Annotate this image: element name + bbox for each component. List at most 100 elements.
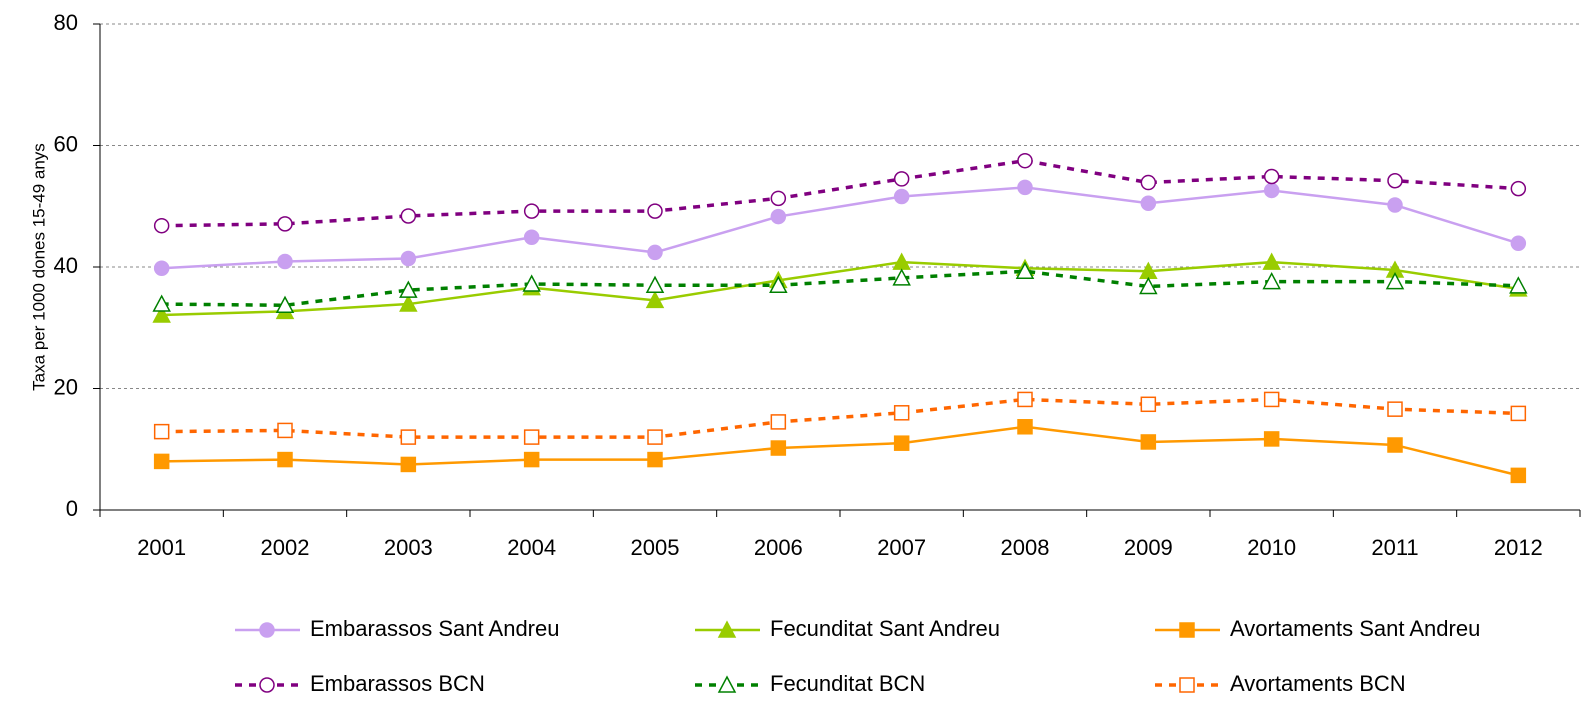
point bbox=[647, 451, 663, 468]
point bbox=[770, 440, 787, 456]
point bbox=[1263, 391, 1280, 408]
x-tick-label: 2012 bbox=[1494, 535, 1543, 560]
point bbox=[523, 229, 540, 245]
point bbox=[275, 295, 295, 314]
y-axis-label: Taxa per 1000 dones 15-49 anys bbox=[29, 143, 48, 391]
point bbox=[1017, 152, 1033, 169]
point bbox=[1140, 174, 1157, 191]
series-line bbox=[161, 158, 1519, 228]
legend-marker bbox=[1179, 622, 1195, 638]
point bbox=[522, 274, 541, 292]
point bbox=[1510, 235, 1527, 252]
point bbox=[1510, 180, 1527, 197]
x-tick-label: 2007 bbox=[877, 535, 926, 560]
x-tick-label: 2009 bbox=[1124, 535, 1173, 560]
point bbox=[1140, 434, 1157, 450]
point bbox=[770, 208, 787, 225]
point bbox=[523, 429, 540, 445]
legend-label: Fecunditat BCN bbox=[770, 671, 925, 696]
legend-label: Fecunditat Sant Andreu bbox=[770, 616, 1000, 641]
point bbox=[523, 203, 540, 219]
series-line bbox=[161, 260, 1519, 317]
point bbox=[647, 244, 663, 261]
point bbox=[400, 208, 417, 224]
point bbox=[153, 260, 170, 276]
point bbox=[1263, 431, 1280, 447]
point bbox=[153, 423, 170, 440]
x-tick-label: 2011 bbox=[1371, 535, 1418, 560]
point bbox=[1387, 437, 1403, 453]
point bbox=[893, 171, 910, 187]
point bbox=[1509, 276, 1528, 294]
point bbox=[277, 451, 293, 468]
point bbox=[400, 250, 417, 267]
point bbox=[647, 203, 663, 219]
point bbox=[1510, 405, 1527, 422]
point bbox=[277, 216, 293, 232]
point bbox=[523, 451, 540, 468]
point bbox=[1263, 168, 1280, 185]
x-tick-label: 2001 bbox=[137, 535, 186, 560]
point bbox=[400, 429, 417, 445]
point bbox=[893, 405, 910, 421]
point bbox=[1510, 467, 1527, 484]
point bbox=[1262, 271, 1281, 290]
x-tick-label: 2008 bbox=[1001, 535, 1050, 560]
point bbox=[892, 268, 911, 286]
point bbox=[1139, 276, 1158, 295]
point bbox=[645, 275, 665, 293]
point bbox=[1263, 182, 1280, 199]
point bbox=[153, 217, 170, 234]
x-tick-label: 2005 bbox=[631, 535, 680, 560]
point bbox=[277, 422, 293, 439]
legend-label: Embarassos BCN bbox=[310, 671, 485, 696]
series-line bbox=[161, 186, 1519, 270]
legend-label: Embarassos Sant Andreu bbox=[310, 616, 559, 641]
point bbox=[1387, 401, 1403, 417]
legend-marker bbox=[1179, 677, 1195, 693]
y-tick-label: 0 bbox=[66, 496, 78, 521]
x-tick-label: 2004 bbox=[507, 535, 556, 560]
point bbox=[1387, 197, 1403, 213]
point bbox=[1385, 271, 1405, 290]
point bbox=[1262, 252, 1281, 270]
legend-marker bbox=[717, 675, 737, 693]
point bbox=[400, 456, 417, 473]
x-tick-label: 2010 bbox=[1247, 535, 1296, 560]
legend-label: Avortaments BCN bbox=[1230, 671, 1406, 696]
point bbox=[1017, 179, 1033, 196]
x-tick-label: 2002 bbox=[261, 535, 310, 560]
point bbox=[1015, 261, 1035, 280]
point bbox=[277, 253, 293, 270]
point bbox=[893, 188, 910, 205]
point bbox=[153, 453, 170, 470]
point bbox=[152, 305, 171, 323]
series-line bbox=[161, 397, 1519, 439]
point bbox=[1140, 396, 1157, 413]
legend-marker bbox=[259, 677, 275, 693]
x-tick-label: 2003 bbox=[384, 535, 433, 560]
point bbox=[1387, 172, 1403, 189]
point bbox=[645, 290, 665, 309]
x-tick-label: 2006 bbox=[754, 535, 803, 560]
legend-label: Avortaments Sant Andreu bbox=[1230, 616, 1480, 641]
point bbox=[1017, 391, 1033, 408]
series-line bbox=[161, 425, 1519, 477]
legend-marker bbox=[717, 620, 737, 638]
series-line bbox=[161, 269, 1519, 308]
point bbox=[769, 275, 788, 293]
point bbox=[399, 294, 418, 312]
legend-marker bbox=[259, 622, 275, 638]
y-tick-label: 80 bbox=[54, 10, 78, 35]
point bbox=[1140, 195, 1157, 211]
y-tick-label: 40 bbox=[54, 253, 78, 278]
point bbox=[770, 414, 787, 430]
point bbox=[1017, 419, 1033, 435]
point bbox=[647, 429, 663, 445]
y-tick-label: 20 bbox=[54, 374, 78, 399]
y-tick-label: 60 bbox=[54, 131, 78, 156]
point bbox=[152, 294, 171, 312]
point bbox=[399, 280, 418, 298]
point bbox=[893, 435, 910, 451]
